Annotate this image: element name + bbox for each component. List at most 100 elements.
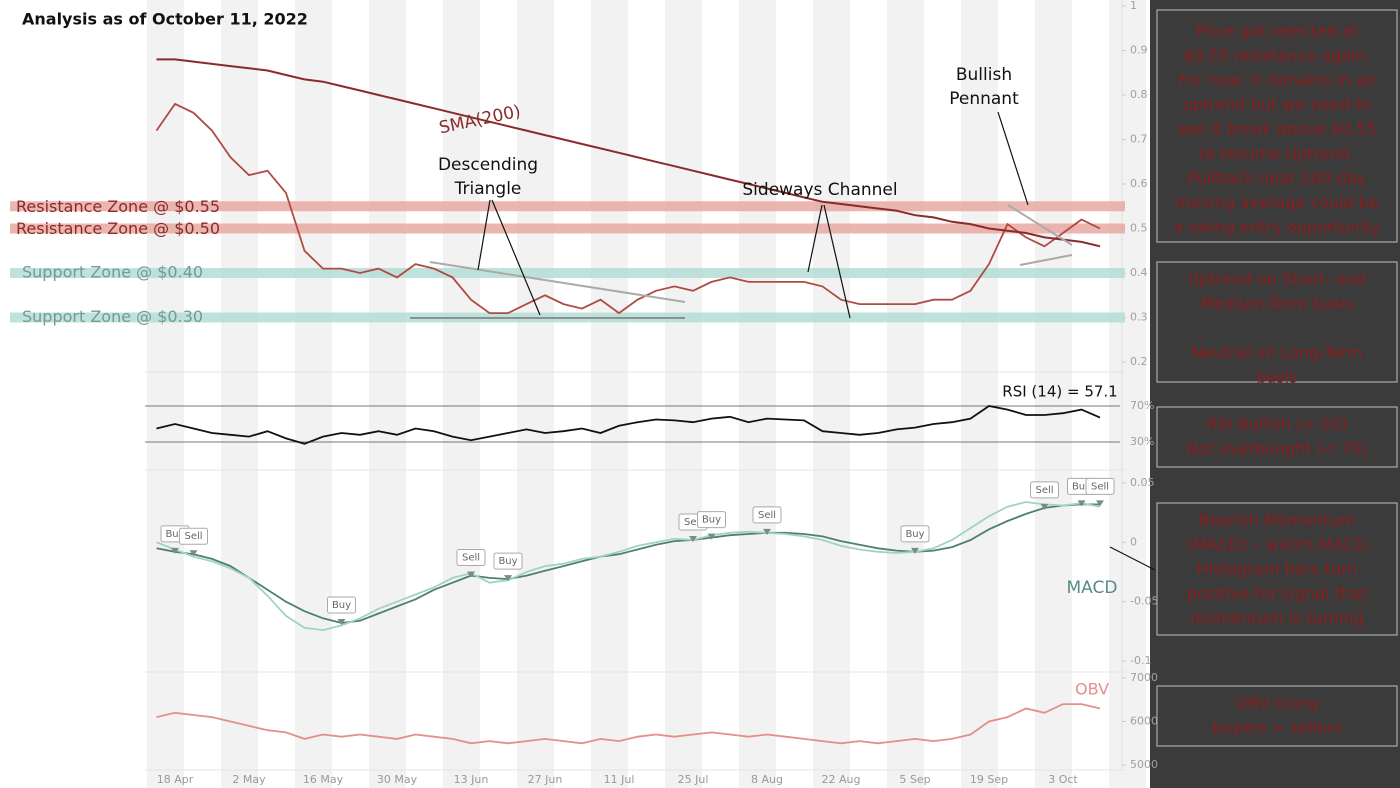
arrow: [997, 111, 1029, 206]
trend-line: [429, 261, 686, 303]
rsi-annotation: RSI (14) = 57.1: [1002, 383, 1117, 401]
signal-box: [1085, 477, 1115, 495]
x-tick-label: 3 Oct: [1048, 773, 1078, 786]
series-line: [156, 703, 1101, 745]
note-box: [1156, 261, 1398, 383]
y-tick-label: 0.9: [1130, 44, 1148, 57]
signal-marker: [467, 571, 475, 578]
note-text: Neutral on Long-Term: [1192, 343, 1363, 362]
x-tick-label: 18 Apr: [157, 773, 194, 786]
signal-marker: [707, 533, 716, 540]
series-line: [155, 102, 1101, 315]
y-tick-label: 6000: [1130, 715, 1158, 728]
stripe: [1109, 0, 1146, 788]
note-text: a swing entry opportunity: [1174, 218, 1381, 237]
trend-line: [1019, 254, 1073, 266]
signal-marker: [689, 535, 697, 542]
note-text: moving average could be: [1175, 193, 1379, 212]
signal-marker: [504, 575, 512, 582]
signal-label: Sell: [758, 510, 776, 521]
series-line: [156, 501, 1101, 632]
note-text: Price got rejected at: [1196, 22, 1358, 41]
stripe: [147, 0, 184, 788]
signal-label: Sell: [684, 517, 702, 528]
pattern-label: Bullish: [956, 65, 1012, 85]
stripe: [369, 0, 406, 788]
signal-marker: [337, 619, 346, 626]
signal-box: [493, 552, 523, 570]
zone-band: [10, 201, 1125, 212]
obv-annotation: OBV: [1075, 680, 1109, 699]
stripe: [591, 0, 628, 788]
signal-label: Buy: [1072, 481, 1091, 492]
zone-label: Resistance Zone @ $0.55: [16, 197, 220, 216]
y-tick-label: 0.8: [1130, 88, 1148, 101]
note-box: [1156, 502, 1398, 636]
stripe: [1035, 0, 1072, 788]
signal-label: Buy: [702, 515, 721, 526]
arrow: [807, 204, 823, 273]
arrow: [1109, 546, 1156, 571]
arrow: [477, 199, 491, 271]
note-text: to resume Uptrend.: [1199, 144, 1355, 163]
signal-box: [179, 527, 208, 545]
zone-label: Support Zone @ $0.30: [22, 307, 203, 326]
pattern-label: Descending: [438, 155, 538, 175]
series-line: [156, 58, 1101, 248]
note-box: [1156, 685, 1398, 747]
zone-band: [10, 223, 1125, 234]
y-tick-label: 5000: [1130, 758, 1158, 771]
signal-label: Sell: [184, 531, 202, 542]
x-tick-label: 8 Aug: [751, 773, 783, 786]
x-tick-label: 5 Sep: [899, 773, 930, 786]
signal-label: Buy: [905, 529, 924, 540]
y-tick-label: 30%: [1130, 435, 1154, 448]
signal-marker: [1077, 500, 1086, 507]
stripe: [443, 0, 480, 788]
series-line: [156, 503, 1100, 624]
stripe: [295, 0, 332, 788]
series-line: [156, 405, 1101, 445]
note-text: Histogram bars turn: [1197, 560, 1358, 579]
x-tick-label: 16 May: [303, 773, 344, 786]
stripe: [517, 0, 554, 788]
zone-label: Support Zone @ $0.40: [22, 263, 203, 282]
y-tick-label: -0.05: [1130, 595, 1158, 608]
note-text: $0.55 resistance again.: [1183, 46, 1370, 65]
signal-label: Sell: [1035, 485, 1053, 496]
note-text: Medium-Term basis: [1200, 294, 1353, 313]
stripe: [887, 0, 924, 788]
note-text: OBV rising: [1235, 694, 1318, 713]
macd-annotation: MACD: [1067, 578, 1118, 598]
note-text: Pullback near 200-day: [1188, 169, 1367, 188]
note-text: For now, it remains in an: [1178, 71, 1376, 90]
stripe: [961, 0, 998, 788]
stripe: [665, 0, 702, 788]
y-tick-label: 0.05: [1130, 476, 1155, 489]
y-tick-label: 0.3: [1130, 311, 1148, 324]
pattern-label: Triangle: [454, 179, 522, 199]
signal-box: [1030, 481, 1059, 499]
note-box: [1156, 406, 1398, 468]
y-tick-label: 0.4: [1130, 266, 1148, 279]
note-text: momentum is turning: [1190, 609, 1364, 628]
y-tick-label: 0: [1130, 535, 1137, 548]
signal-box: [456, 549, 486, 567]
note-text: Not overbought (< 70): [1186, 439, 1368, 458]
signal-marker: [763, 528, 771, 535]
arrow: [491, 199, 541, 316]
note-text: see it break above $0.55: [1177, 120, 1376, 139]
y-tick-label: -0.1: [1130, 654, 1151, 667]
chart-background: [0, 0, 1150, 788]
note-text: Uptrend on Short- and: [1188, 270, 1367, 289]
y-tick-label: 0.7: [1130, 133, 1148, 146]
x-tick-label: 19 Sep: [970, 773, 1008, 786]
signal-marker: [171, 547, 179, 554]
note-text: RSI Bullish (> 55): [1207, 415, 1347, 434]
signal-label: Sell: [462, 553, 480, 564]
signal-box: [900, 525, 930, 543]
y-tick-label: 1: [1130, 0, 1137, 12]
signal-box: [697, 511, 726, 529]
y-tick-label: 7000: [1130, 671, 1158, 684]
